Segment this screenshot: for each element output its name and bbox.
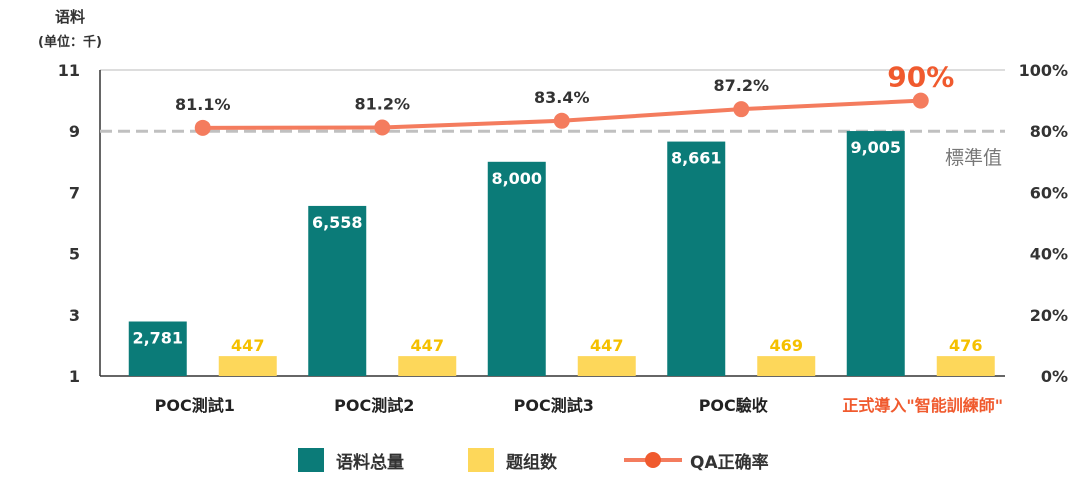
bar-question-groups [218, 356, 277, 376]
y-axis-title: 语料 [55, 8, 85, 26]
line-point-qa-accuracy [553, 112, 570, 129]
bar-label-corpus-total: 2,781 [132, 329, 183, 348]
y2-tick-label: 80% [1030, 122, 1068, 141]
reference-line-label: 標準值 [945, 147, 1002, 169]
y-tick-label: 5 [69, 245, 80, 264]
bar-label-question-groups: 469 [770, 336, 803, 355]
y2-tick-label: 20% [1030, 306, 1068, 325]
bar-corpus-total [667, 141, 726, 376]
x-tick-label: POC測試1 [155, 396, 235, 415]
bar-corpus-total [128, 321, 187, 376]
bar-label-question-groups: 447 [231, 336, 264, 355]
bar-label-corpus-total: 8,000 [491, 169, 542, 188]
y2-tick-label: 40% [1030, 245, 1068, 264]
line-label-qa-accuracy: 90% [887, 61, 954, 94]
y-tick-label: 11 [58, 61, 80, 80]
y2-tick-label: 100% [1019, 61, 1068, 80]
y-tick-label: 3 [69, 306, 80, 325]
x-tick-label: POC測試2 [334, 396, 414, 415]
x-tick-label: POC驗收 [699, 396, 768, 415]
y-tick-label: 1 [69, 367, 80, 386]
y-tick-label: 9 [69, 122, 80, 141]
line-point-qa-accuracy [912, 92, 929, 109]
bar-question-groups [757, 356, 816, 376]
bar-label-question-groups: 447 [590, 336, 623, 355]
line-point-qa-accuracy [733, 101, 750, 118]
y2-tick-label: 0% [1041, 367, 1068, 386]
line-point-qa-accuracy [374, 119, 391, 136]
line-label-qa-accuracy: 83.4% [534, 88, 590, 107]
legend-label-question-groups: 题组数 [506, 452, 558, 473]
y-axis-unit: (单位：千) [38, 34, 102, 50]
bar-question-groups [936, 356, 995, 376]
line-point-qa-accuracy [194, 119, 211, 136]
bar-label-question-groups: 476 [949, 336, 982, 355]
line-label-qa-accuracy: 81.1% [175, 95, 231, 114]
bar-label-question-groups: 447 [411, 336, 444, 355]
x-tick-label: 正式導入"智能訓練師" [842, 396, 1003, 415]
bar-label-corpus-total: 8,661 [671, 149, 722, 168]
legend-swatch-question-groups [468, 448, 494, 472]
bar-corpus-total [308, 205, 367, 376]
bar-label-corpus-total: 9,005 [850, 138, 901, 157]
y2-tick-label: 60% [1030, 183, 1068, 202]
legend-swatch-corpus-total [298, 448, 324, 472]
bar-corpus-total [846, 131, 905, 376]
bar-question-groups [398, 356, 457, 376]
legend-label-corpus-total: 语料总量 [336, 452, 404, 473]
bar-question-groups [577, 356, 636, 376]
x-tick-label: POC測試3 [514, 396, 594, 415]
legend-label-qa-accuracy: QA正确率 [690, 452, 769, 473]
legend-marker-qa-accuracy [645, 452, 661, 468]
bar-corpus-total [487, 161, 546, 376]
y-tick-label: 7 [69, 183, 80, 202]
bar-label-corpus-total: 6,558 [312, 213, 363, 232]
line-label-qa-accuracy: 81.2% [354, 95, 410, 114]
line-label-qa-accuracy: 87.2% [713, 76, 769, 95]
